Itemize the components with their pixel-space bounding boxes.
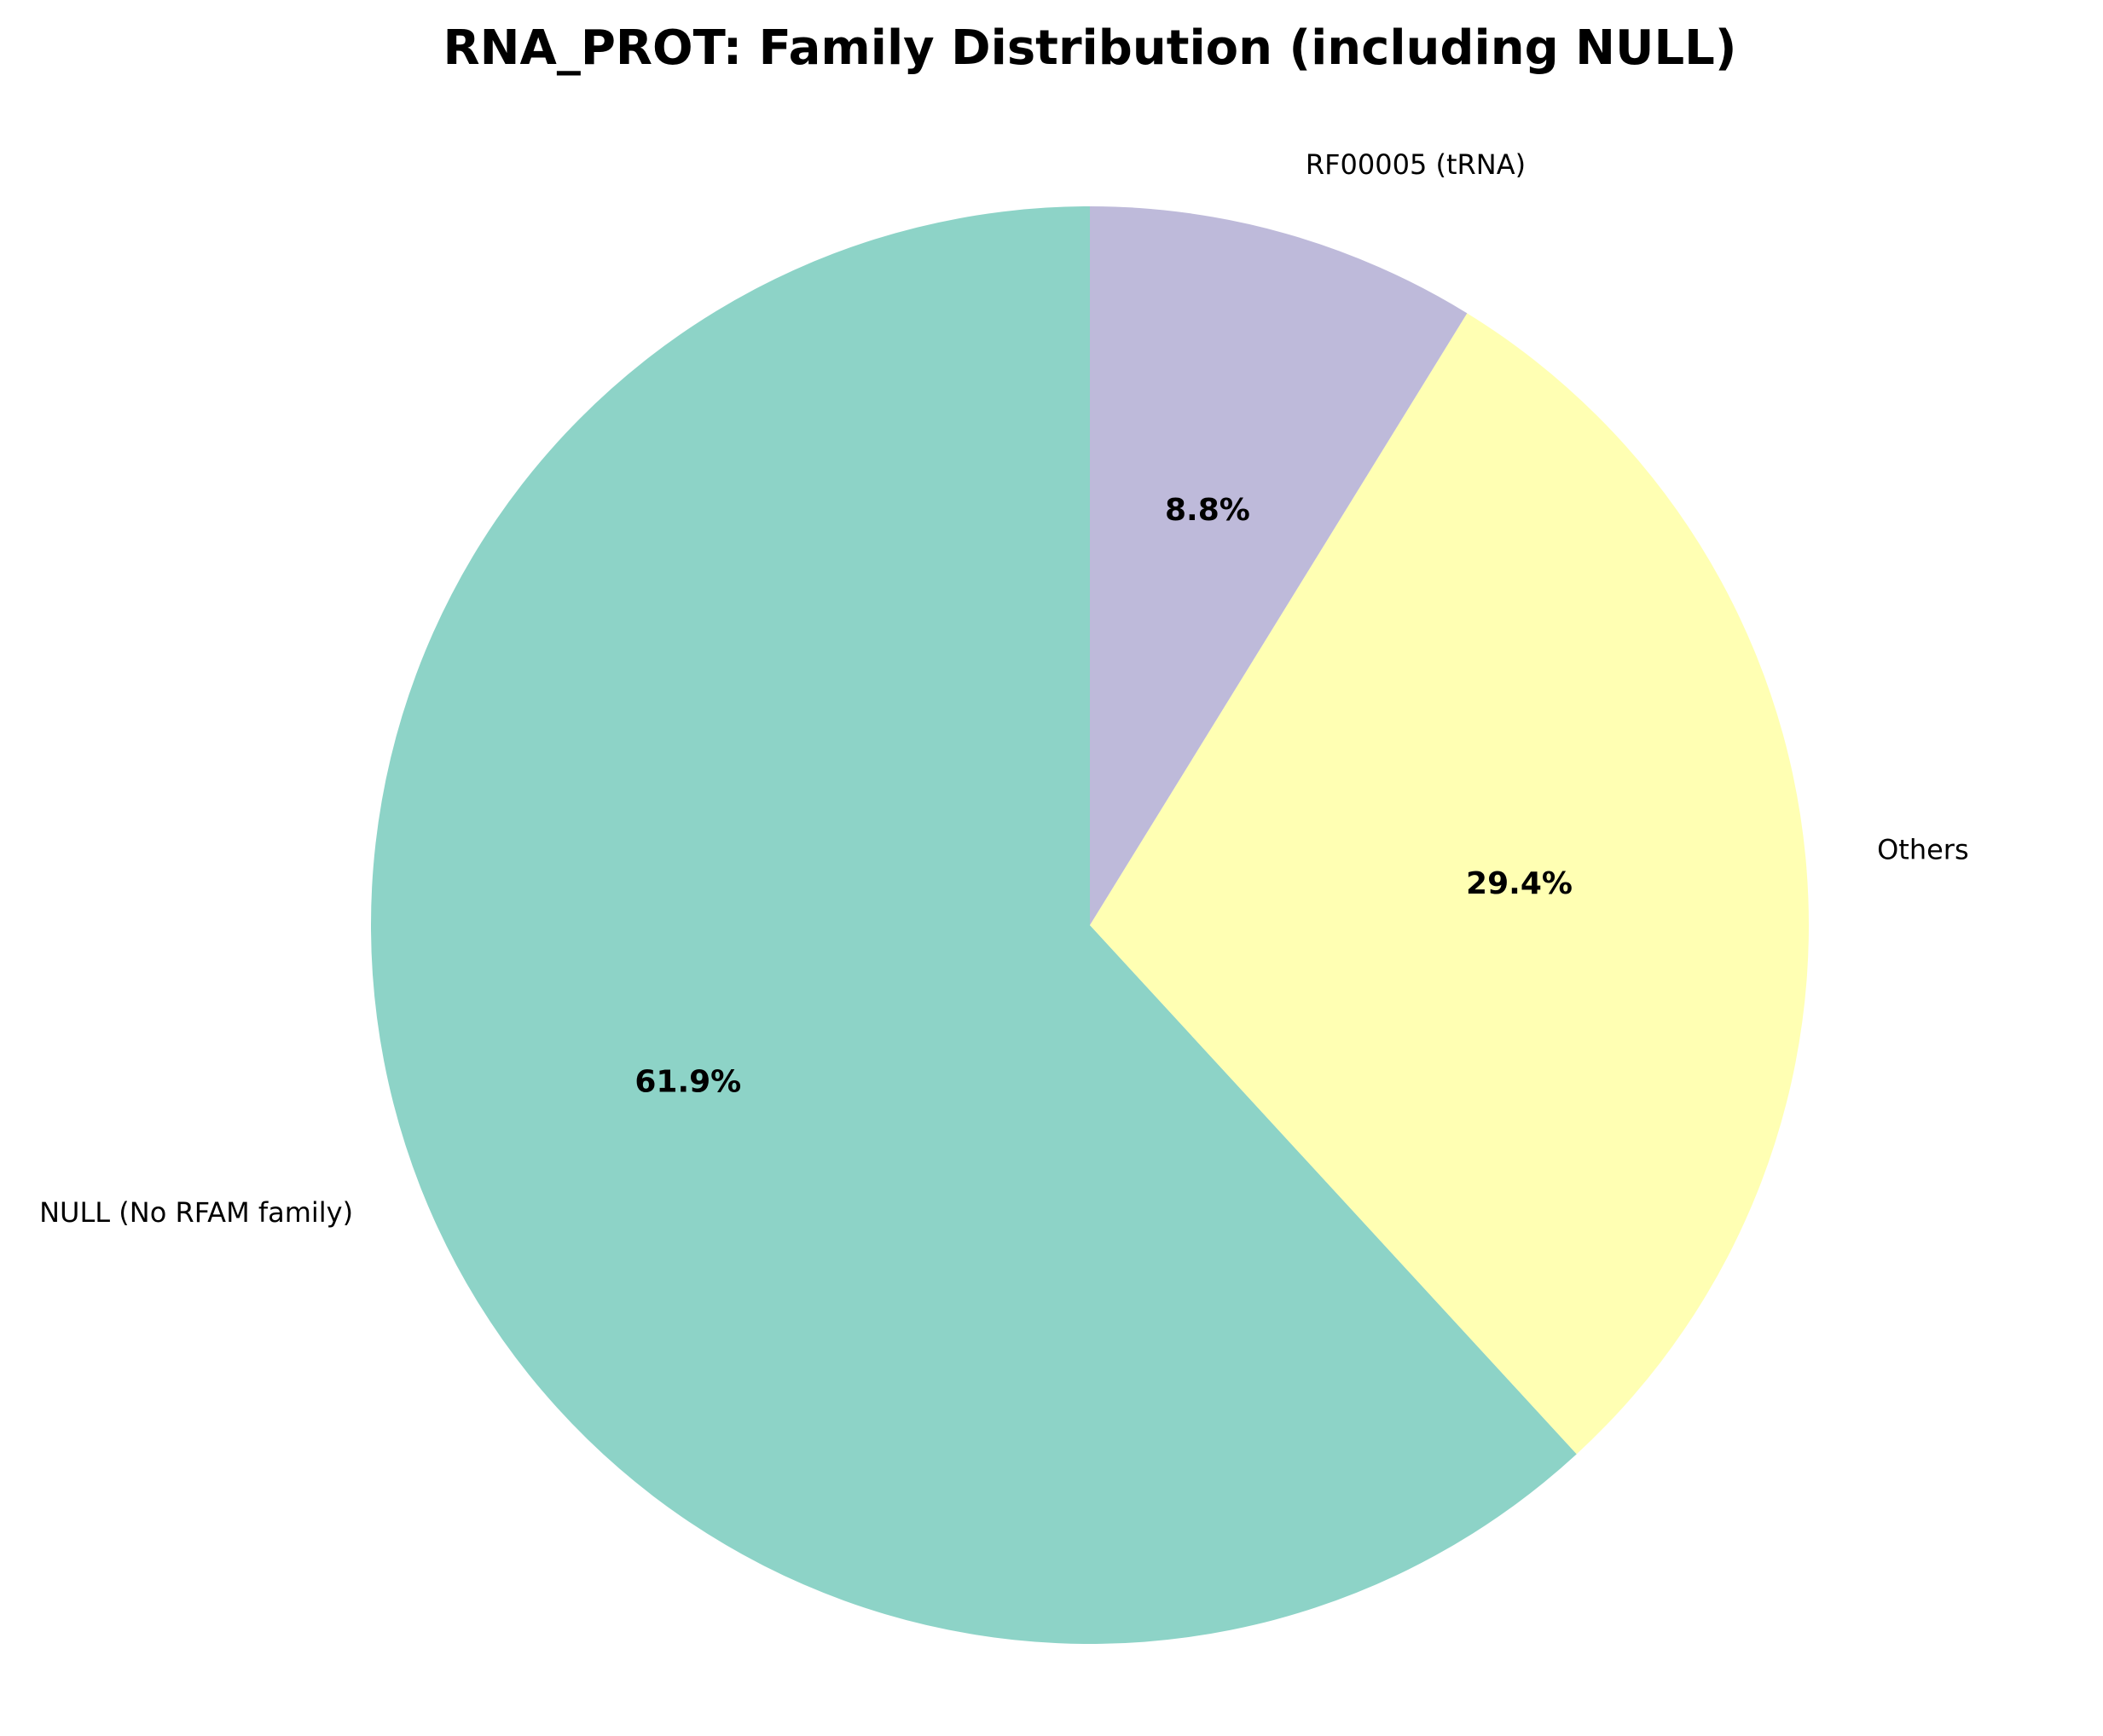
slice-percent-label: 29.4% bbox=[1466, 866, 1573, 901]
pie-slice bbox=[1090, 206, 1468, 925]
pie-slice bbox=[1090, 313, 1809, 1455]
slice-percent-label: 61.9% bbox=[634, 1064, 741, 1099]
pie-slice bbox=[370, 206, 1577, 1644]
slice-percent-label: 8.8% bbox=[1165, 493, 1250, 528]
chart-title: RNA_PROT: Family Distribution (including… bbox=[443, 20, 1737, 76]
pie-labels: 61.9% NULL (No RFAM family) 29.4% Others 8.8… bbox=[39, 148, 1969, 1229]
pie-slices bbox=[370, 206, 1809, 1644]
slice-category-label: NULL (No RFAM family) bbox=[39, 1196, 353, 1229]
slice-category-label: Others bbox=[1877, 833, 1969, 865]
slice-category-label: RF00005 (tRNA) bbox=[1306, 148, 1526, 181]
